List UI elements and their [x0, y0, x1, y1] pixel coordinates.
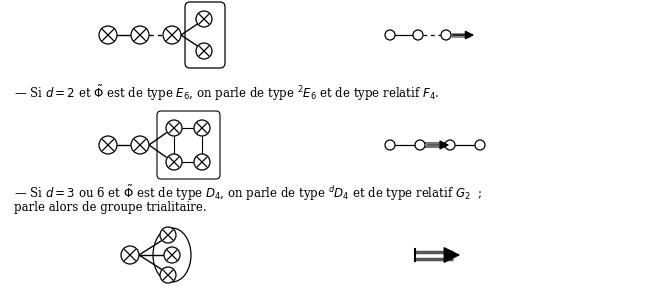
Circle shape [441, 30, 451, 40]
Circle shape [99, 136, 117, 154]
Circle shape [196, 43, 212, 59]
Circle shape [413, 30, 423, 40]
Circle shape [164, 247, 180, 263]
Circle shape [160, 267, 176, 283]
Circle shape [163, 26, 181, 44]
Circle shape [194, 154, 210, 170]
Text: — Si $d = 3$ ou 6 et $\tilde{\Phi}$ est de type $D_4$, on parle de type ${}^dD_4: — Si $d = 3$ ou 6 et $\tilde{\Phi}$ est … [14, 183, 482, 203]
Circle shape [194, 120, 210, 136]
Circle shape [121, 246, 139, 264]
Circle shape [475, 140, 485, 150]
Circle shape [131, 136, 149, 154]
Circle shape [131, 26, 149, 44]
Circle shape [415, 140, 425, 150]
Circle shape [385, 30, 395, 40]
Text: — Si $d = 2$ et $\tilde{\Phi}$ est de type $E_6$, on parle de type ${}^2E_6$ et : — Si $d = 2$ et $\tilde{\Phi}$ est de ty… [14, 83, 439, 103]
Circle shape [166, 154, 182, 170]
Circle shape [99, 26, 117, 44]
Text: parle alors de groupe trialitaire.: parle alors de groupe trialitaire. [14, 200, 207, 214]
Circle shape [385, 140, 395, 150]
Circle shape [166, 120, 182, 136]
Circle shape [196, 11, 212, 27]
Circle shape [160, 227, 176, 243]
Circle shape [445, 140, 455, 150]
